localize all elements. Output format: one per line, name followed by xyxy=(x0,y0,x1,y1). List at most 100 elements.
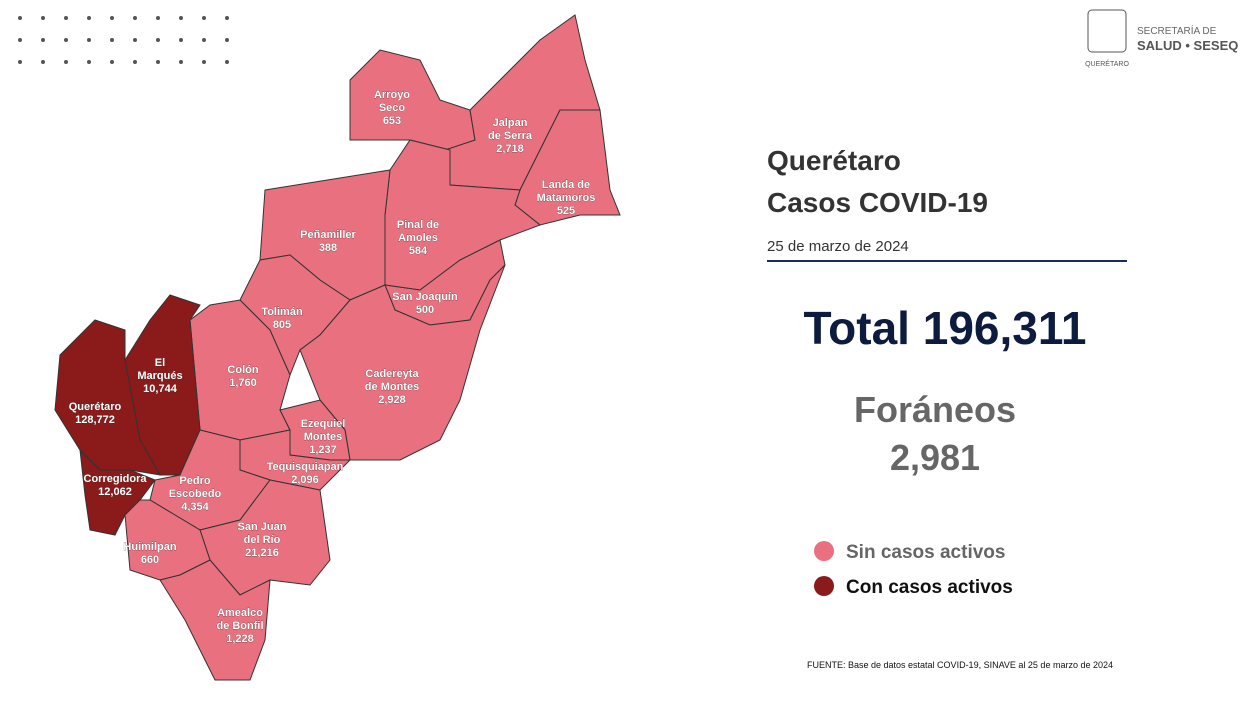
municipality-name: Amoles xyxy=(398,232,438,244)
municipality-cases: 21,216 xyxy=(245,547,279,559)
municipality-shape xyxy=(514,109,621,226)
municipality-name: Pedro xyxy=(179,475,210,487)
municipality-name: Pinal de xyxy=(397,219,439,231)
municipality-name: Escobedo xyxy=(169,488,222,500)
dot xyxy=(156,60,160,64)
municipality-cases: 500 xyxy=(416,304,434,316)
municipality-cases: 10,744 xyxy=(143,383,178,395)
municipality-name: Montes xyxy=(304,431,343,443)
source: FUENTE: Base de datos estatal COVID-19, … xyxy=(807,660,1113,670)
legend-swatch xyxy=(814,576,834,596)
title: Casos COVID-19 xyxy=(767,187,988,218)
dot xyxy=(18,38,22,42)
dot xyxy=(64,16,68,20)
municipality-cases: 1,228 xyxy=(226,633,254,645)
municipality-shape xyxy=(124,499,211,581)
legend-swatch xyxy=(814,541,834,561)
dot xyxy=(41,38,45,42)
foraneos-label: Foráneos xyxy=(854,389,1016,430)
municipality-name: San Joaquín xyxy=(392,291,458,303)
dot xyxy=(225,60,229,64)
municipality-name: Tolimán xyxy=(261,306,303,318)
municipality-name: Arroyo xyxy=(374,89,410,101)
municipality-name: Marqués xyxy=(137,370,182,382)
dot xyxy=(179,60,183,64)
agency-line: SALUD • SESEQ xyxy=(1137,38,1238,53)
municipality-cases: 2,928 xyxy=(378,394,406,406)
dot xyxy=(110,16,114,20)
municipality-cases: 388 xyxy=(319,242,337,254)
municipality-name: Cadereyta xyxy=(365,368,419,380)
legend-label: Sin casos activos xyxy=(846,542,1005,563)
dot xyxy=(133,60,137,64)
municipality-name: Corregidora xyxy=(84,473,148,485)
dot xyxy=(87,16,91,20)
municipality-cases: 12,062 xyxy=(98,486,132,498)
municipality-name: El xyxy=(155,357,165,369)
municipality-name: de Montes xyxy=(365,381,419,393)
dot xyxy=(87,60,91,64)
legend-label: Con casos activos xyxy=(846,577,1013,598)
municipality-name: San Juan xyxy=(238,521,287,533)
dot xyxy=(64,38,68,42)
municipality-cases: 2,718 xyxy=(496,143,524,155)
dot xyxy=(202,38,206,42)
municipality-cases: 584 xyxy=(409,245,428,257)
dot xyxy=(133,16,137,20)
dot xyxy=(64,60,68,64)
dot xyxy=(110,38,114,42)
dot xyxy=(202,16,206,20)
municipality-name: Ezequiel xyxy=(301,418,346,430)
municipality-name: Jalpan xyxy=(493,117,528,129)
municipality-shape xyxy=(54,319,161,476)
municipality-name: Matamoros xyxy=(537,192,596,204)
dot xyxy=(18,60,22,64)
dot xyxy=(225,16,229,20)
municipality-name: Seco xyxy=(379,102,406,114)
municipality-cases: 525 xyxy=(557,205,575,217)
dot xyxy=(156,38,160,42)
dot xyxy=(41,16,45,20)
municipality-name: Huimilpan xyxy=(123,541,176,553)
municipality-name: de Bonfil xyxy=(216,620,263,632)
foraneos-value: 2,981 xyxy=(890,437,980,478)
municipality-name: Peñamiller xyxy=(300,229,356,241)
municipality-name: Landa de xyxy=(542,179,590,191)
municipality-cases: 653 xyxy=(383,115,401,127)
date: 25 de marzo de 2024 xyxy=(767,238,909,255)
dot xyxy=(179,38,183,42)
municipality-cases: 805 xyxy=(273,319,291,331)
seal-label: QUERÉTARO xyxy=(1085,59,1129,68)
seal-icon xyxy=(1087,9,1127,53)
decor-dots xyxy=(18,16,229,64)
dot xyxy=(18,16,22,20)
municipality-name: del Río xyxy=(244,534,281,546)
municipality-cases: 128,772 xyxy=(75,414,115,426)
dot xyxy=(179,16,183,20)
municipality-cases: 2,096 xyxy=(291,474,319,486)
dot xyxy=(156,16,160,20)
dot xyxy=(225,38,229,42)
dot xyxy=(202,60,206,64)
municipality-name: Amealco xyxy=(217,607,263,619)
municipality-name: de Serra xyxy=(488,130,533,142)
agency-line: SECRETARÍA DE xyxy=(1137,24,1217,37)
municipality-cases: 4,354 xyxy=(181,501,209,513)
